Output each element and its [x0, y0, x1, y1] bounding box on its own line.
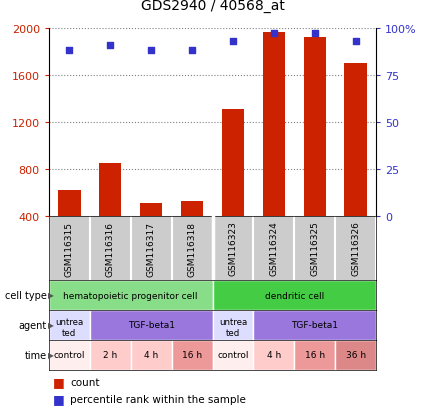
Text: cell type: cell type [5, 290, 47, 300]
Bar [222, 109, 244, 216]
Text: ted: ted [226, 328, 240, 337]
Bar [90, 310, 212, 340]
Bar [131, 340, 172, 370]
Text: ■: ■ [53, 392, 65, 405]
Text: untrea: untrea [219, 317, 247, 326]
Bar [58, 190, 81, 216]
Text: count: count [70, 377, 99, 387]
Point [230, 38, 236, 45]
Point [107, 42, 113, 49]
Text: ted: ted [62, 328, 76, 337]
Bar [212, 340, 253, 370]
Text: dendritic cell: dendritic cell [265, 291, 324, 300]
Text: percentile rank within the sample: percentile rank within the sample [70, 394, 246, 404]
Bar [253, 310, 376, 340]
Point [148, 48, 155, 55]
Bar [212, 310, 253, 340]
Bar [172, 340, 212, 370]
Text: TGF-beta1: TGF-beta1 [128, 320, 175, 330]
Bar [212, 280, 376, 310]
Point [270, 31, 277, 38]
Text: agent: agent [19, 320, 47, 330]
Bar [181, 201, 203, 216]
Text: ■: ■ [53, 375, 65, 389]
Text: time: time [25, 350, 47, 360]
Text: GDS2940 / 40568_at: GDS2940 / 40568_at [141, 0, 284, 13]
Bar [335, 340, 376, 370]
Text: control: control [217, 350, 249, 359]
Point [312, 31, 318, 38]
Text: 36 h: 36 h [346, 350, 366, 359]
Text: GSM116316: GSM116316 [106, 221, 115, 276]
Bar [303, 38, 326, 216]
Text: 4 h: 4 h [144, 350, 158, 359]
Text: untrea: untrea [55, 317, 83, 326]
Text: GSM116323: GSM116323 [229, 221, 238, 276]
Bar [49, 310, 90, 340]
Text: ▶: ▶ [48, 320, 54, 330]
Text: GSM116317: GSM116317 [147, 221, 156, 276]
Bar [140, 204, 162, 216]
Text: ▶: ▶ [48, 350, 54, 359]
Bar [99, 164, 122, 216]
Text: GSM116315: GSM116315 [65, 221, 74, 276]
Bar [253, 340, 294, 370]
Text: 2 h: 2 h [103, 350, 117, 359]
Bar [90, 340, 131, 370]
Point [66, 48, 73, 55]
Text: GSM116324: GSM116324 [269, 221, 278, 276]
Text: GSM116325: GSM116325 [310, 221, 319, 276]
Text: GSM116326: GSM116326 [351, 221, 360, 276]
Text: GSM116318: GSM116318 [187, 221, 196, 276]
Text: 16 h: 16 h [305, 350, 325, 359]
Text: hematopoietic progenitor cell: hematopoietic progenitor cell [63, 291, 198, 300]
Text: 4 h: 4 h [267, 350, 281, 359]
Bar [49, 280, 212, 310]
Bar [344, 64, 367, 216]
Point [189, 48, 196, 55]
Text: ▶: ▶ [48, 291, 54, 300]
Bar [294, 340, 335, 370]
Point [352, 38, 359, 45]
Bar [263, 33, 285, 216]
Text: control: control [54, 350, 85, 359]
Bar [49, 340, 90, 370]
Text: TGF-beta1: TGF-beta1 [291, 320, 338, 330]
Text: 16 h: 16 h [182, 350, 202, 359]
